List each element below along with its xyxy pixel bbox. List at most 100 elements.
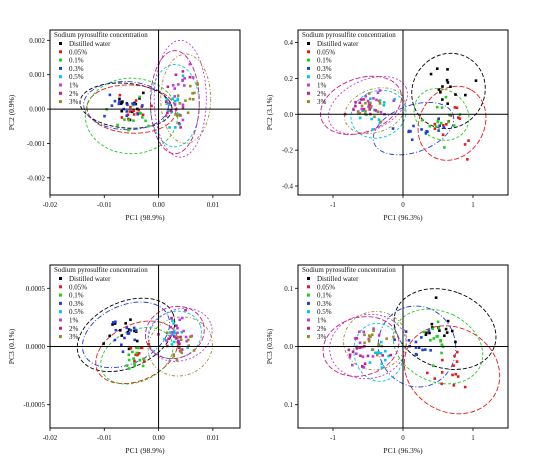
data-point-8 (189, 84, 192, 88)
data-point-6 (176, 331, 179, 335)
data-point-8 (174, 112, 177, 116)
data-point-3 (144, 119, 147, 123)
data-point-8 (179, 338, 183, 342)
data-point-3 (443, 146, 446, 149)
data-point-7 (177, 121, 181, 125)
data-point-8 (356, 111, 360, 114)
data-point-4 (103, 114, 106, 118)
data-point-4 (391, 127, 395, 130)
confidence-ellipse-6 (147, 307, 213, 362)
data-point-6 (176, 326, 179, 330)
data-point-6 (378, 89, 382, 92)
x-tick-label: 0 (401, 201, 405, 209)
confidence-ellipse-4 (83, 81, 169, 131)
data-point-7 (181, 70, 185, 73)
data-point-2 (449, 114, 453, 117)
x-tick-label: -1 (330, 434, 336, 442)
x-tick-label: 1 (471, 434, 475, 442)
data-point-7 (355, 347, 359, 350)
data-point-4 (113, 338, 117, 342)
data-point-8 (364, 101, 367, 105)
data-point-2 (120, 116, 124, 119)
legend-label-5: 0.5% (69, 308, 84, 316)
data-point-3 (435, 335, 439, 338)
data-point-7 (352, 108, 355, 111)
data-point-3 (125, 364, 129, 367)
confidence-ellipse-8 (343, 311, 407, 371)
data-point-5 (382, 104, 386, 107)
data-point-4 (136, 112, 140, 116)
data-point-3 (437, 326, 441, 330)
legend-label-2: 0.05% (317, 48, 335, 56)
data-point-2 (440, 382, 443, 386)
legend-marker-2 (59, 50, 62, 54)
confidence-ellipse-7 (320, 75, 402, 135)
data-point-1 (446, 102, 449, 105)
data-point-6 (353, 337, 357, 340)
data-point-8 (188, 97, 192, 101)
y-tick-label: 0.0 (284, 111, 293, 119)
data-point-8 (166, 331, 169, 335)
data-point-4 (113, 99, 117, 103)
data-point-5 (171, 333, 174, 337)
legend-label-8: 3% (69, 333, 79, 341)
y-tick-label: -0.2 (282, 147, 294, 155)
legend-marker-2 (307, 285, 310, 289)
data-point-5 (384, 349, 387, 353)
data-point-6 (362, 366, 366, 369)
confidence-ellipse-8 (344, 87, 406, 135)
data-point-2 (433, 127, 437, 130)
data-point-8 (385, 337, 388, 340)
data-point-1 (444, 327, 448, 331)
data-point-6 (361, 355, 365, 359)
data-point-2 (445, 123, 448, 126)
data-point-1 (430, 326, 434, 329)
data-point-2 (426, 371, 429, 375)
data-point-7 (354, 100, 357, 104)
data-point-6 (360, 107, 364, 111)
data-point-6 (379, 110, 383, 114)
data-point-4 (125, 326, 129, 330)
data-point-2 (441, 133, 445, 137)
data-point-6 (371, 355, 375, 358)
chart-panel-3: -0.02 -0.01 0.00 0.01 -0.0005 0.0000 0.0005 PC1… (7, 264, 241, 455)
legend-label-2: 0.05% (69, 283, 87, 291)
data-point-6 (188, 62, 192, 66)
data-point-8 (372, 329, 375, 332)
x-tick-label: 0 (401, 434, 405, 442)
data-point-1 (127, 328, 131, 331)
data-point-8 (176, 94, 180, 97)
data-point-3 (133, 362, 136, 365)
data-point-6 (164, 114, 168, 118)
data-point-3 (422, 330, 426, 334)
data-point-8 (180, 351, 184, 355)
data-point-3 (448, 113, 451, 117)
legend-marker-5 (59, 310, 62, 314)
data-point-8 (191, 92, 194, 95)
data-point-5 (168, 103, 171, 106)
data-point-5 (369, 97, 372, 100)
legend-label-6: 1% (317, 82, 327, 90)
x-tick-label: -1 (330, 201, 336, 209)
data-point-6 (171, 83, 175, 87)
data-point-6 (375, 98, 378, 102)
data-point-4 (420, 336, 423, 339)
confidence-ellipse-7 (322, 316, 400, 377)
data-point-1 (127, 347, 131, 351)
data-point-1 (120, 334, 124, 337)
data-point-6 (171, 331, 174, 334)
data-point-2 (455, 360, 459, 363)
data-point-7 (170, 316, 173, 320)
data-point-5 (172, 322, 175, 325)
data-point-2 (451, 373, 454, 377)
data-point-1 (429, 72, 433, 76)
y-tick-label: 0.1 (284, 285, 293, 293)
data-point-7 (188, 75, 192, 79)
y-tick-label: -0.001 (27, 140, 46, 148)
confidence-ellipse-6 (328, 76, 408, 135)
x-axis-label: PC1 (98.9%) (125, 213, 165, 222)
legend-title: Sodium pyrosulfite concentration (302, 266, 396, 274)
data-point-4 (417, 346, 421, 350)
data-point-3 (123, 118, 126, 121)
